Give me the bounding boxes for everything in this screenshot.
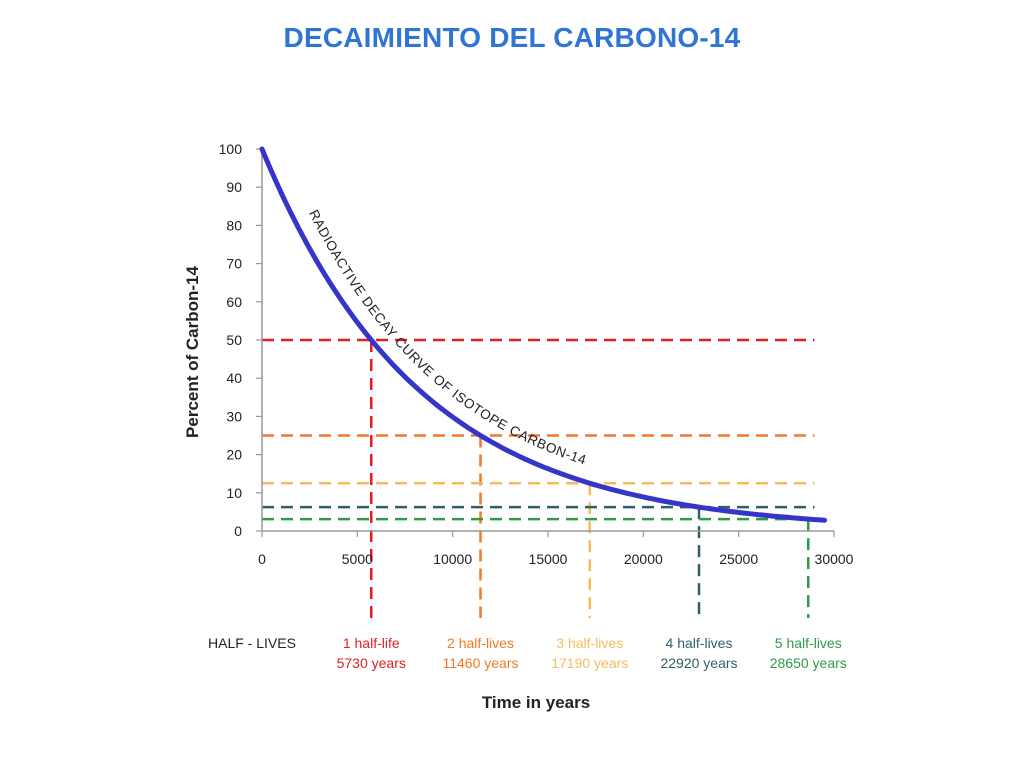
half-life-guides	[262, 338, 815, 618]
y-tick-label: 80	[226, 217, 242, 233]
half-life-years: 5730 years	[337, 655, 406, 671]
y-tick-label: 100	[219, 141, 243, 157]
y-tick-label: 30	[226, 408, 242, 424]
slide-title: DECAIMIENTO DEL CARBONO-14	[283, 22, 741, 53]
y-tick-label: 0	[234, 523, 242, 539]
y-tick-label: 90	[226, 179, 242, 195]
x-tick-label: 15000	[529, 551, 568, 567]
half-life-years: 28650 years	[770, 655, 847, 671]
y-tick-label: 10	[226, 485, 242, 501]
y-tick-label: 40	[226, 370, 242, 386]
y-tick-label: 70	[226, 256, 242, 272]
x-axis-title: Time in years	[482, 693, 590, 712]
half-life-years: 22920 years	[660, 655, 737, 671]
x-tick-labels: 0 5000 10000 15000 20000 25000 30000	[258, 531, 854, 567]
x-tick-label: 20000	[624, 551, 663, 567]
curve-label: RADIOACTIVE DECAY CURVE OF ISOTOPE CARBO…	[306, 207, 588, 467]
half-lives-row-label: HALF - LIVES	[208, 635, 296, 651]
half-life-label: 2 half-lives	[447, 635, 514, 651]
half-life-years: 11460 years	[442, 655, 518, 671]
y-tick-label: 20	[226, 447, 242, 463]
half-life-labels: HALF - LIVES 1 half-life 5730 years 2 half…	[208, 635, 847, 671]
x-tick-label: 25000	[719, 551, 758, 567]
y-tick-label: 50	[226, 332, 242, 348]
half-life-label: 5 half-lives	[775, 635, 842, 651]
y-axis-title: Percent of Carbon-14	[183, 265, 202, 437]
half-life-years: 17190 years	[551, 655, 628, 671]
x-tick-label: 0	[258, 551, 266, 567]
x-tick-label: 5000	[342, 551, 373, 567]
curve-label-text: RADIOACTIVE DECAY CURVE OF ISOTOPE CARBO…	[306, 207, 588, 467]
half-life-label: 1 half-life	[343, 635, 400, 651]
y-tick-labels: 0 10 20 30 40 50 60 70 80 90 100	[219, 141, 262, 539]
x-tick-label: 30000	[815, 551, 854, 567]
y-tick-label: 60	[226, 294, 242, 310]
half-life-label: 4 half-lives	[666, 635, 733, 651]
decay-curve-line	[259, 146, 827, 523]
x-tick-label: 10000	[433, 551, 472, 567]
half-life-label: 3 half-lives	[556, 635, 623, 651]
